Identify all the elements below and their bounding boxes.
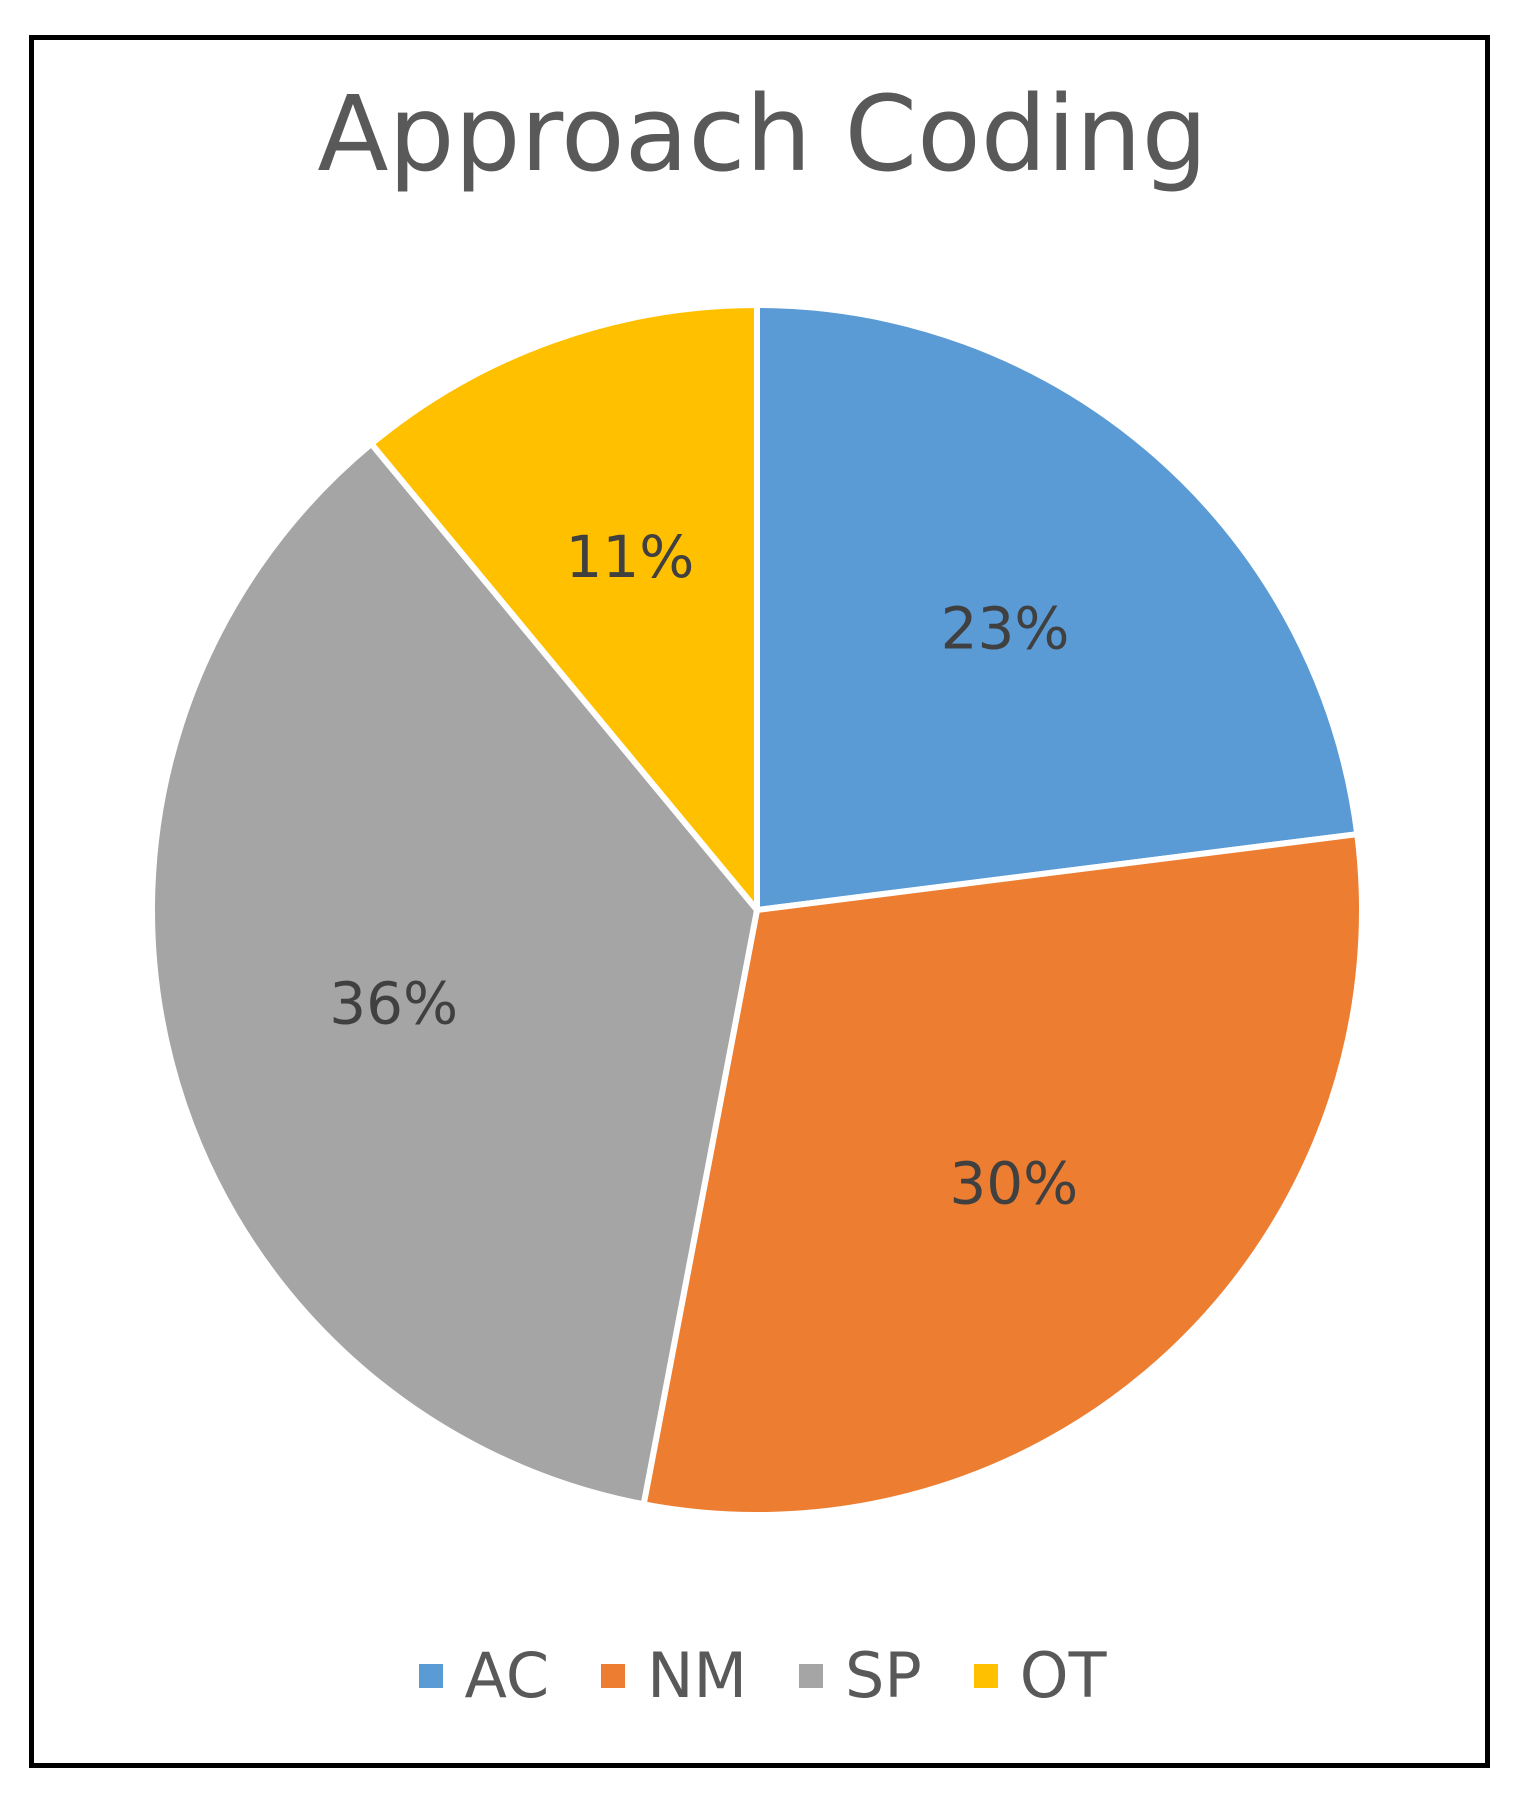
pie-slices xyxy=(149,302,1365,1518)
legend-swatch-sp xyxy=(799,1664,824,1688)
legend-label-ac: AC xyxy=(464,1639,550,1712)
chart-legend: AC NM SP OT xyxy=(0,1645,1525,1707)
legend-item-ot: OT xyxy=(973,1639,1107,1712)
pie-slice-ac xyxy=(754,302,1361,913)
data-label-sp: 36% xyxy=(329,969,458,1037)
pie-slice-ot xyxy=(368,302,760,913)
legend-swatch-ac xyxy=(418,1664,443,1688)
legend-item-sp: SP xyxy=(799,1645,922,1707)
pie-data-labels: 23% 30% 36% 11% xyxy=(329,523,1078,1217)
legend-label-ot: OT xyxy=(1019,1639,1107,1712)
data-label-ot: 11% xyxy=(565,523,694,591)
chart-title: Approach Coding xyxy=(317,73,1208,195)
pie-slice-nm xyxy=(640,831,1365,1518)
legend-label-nm: NM xyxy=(647,1639,748,1712)
legend-swatch-nm xyxy=(601,1664,626,1688)
data-label-nm: 30% xyxy=(949,1149,1078,1217)
legend-item-ac: AC xyxy=(418,1639,550,1712)
legend-label-sp: SP xyxy=(845,1639,922,1712)
legend-swatch-ot xyxy=(973,1664,998,1688)
legend-item-nm: NM xyxy=(601,1645,747,1707)
pie-slice-sp xyxy=(149,440,760,1508)
data-label-ac: 23% xyxy=(941,595,1070,663)
